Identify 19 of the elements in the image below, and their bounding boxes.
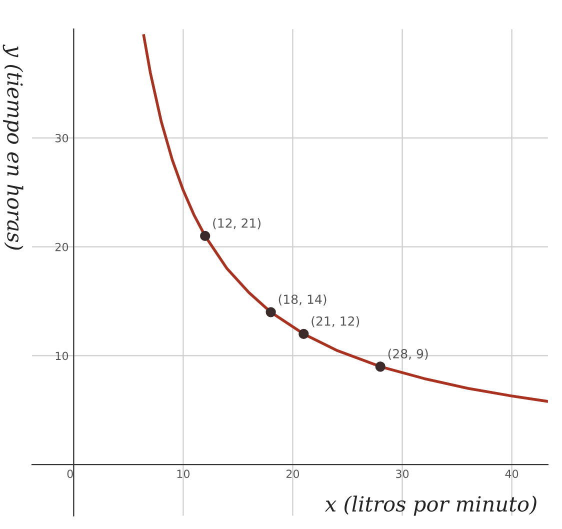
point (375, 362, 386, 372)
y-tick-label: 30 (56, 134, 68, 142)
line-series (142, 34, 548, 403)
annotation: (21, 12) (312, 316, 360, 328)
x-tick-label: 10 (177, 470, 190, 478)
point (266, 307, 276, 318)
point (200, 230, 210, 242)
y-tick-label: 10 (56, 352, 68, 360)
x-tick-label: 20 (286, 470, 300, 478)
x-tick-label: 0 (67, 470, 73, 478)
x-tick-label: 40 (505, 470, 518, 478)
x-axis-title: x (litros por minuto) (324, 496, 536, 516)
point (298, 328, 309, 340)
x-tick-label: 30 (396, 470, 409, 478)
y-axis-title: y (tiempo en horas) (2, 44, 24, 250)
y-tick-label: 20 (55, 242, 68, 252)
annotation: (12, 21) (213, 218, 260, 230)
annotation: (18, 14) (278, 294, 326, 306)
annotation: (28, 9) (388, 348, 428, 360)
